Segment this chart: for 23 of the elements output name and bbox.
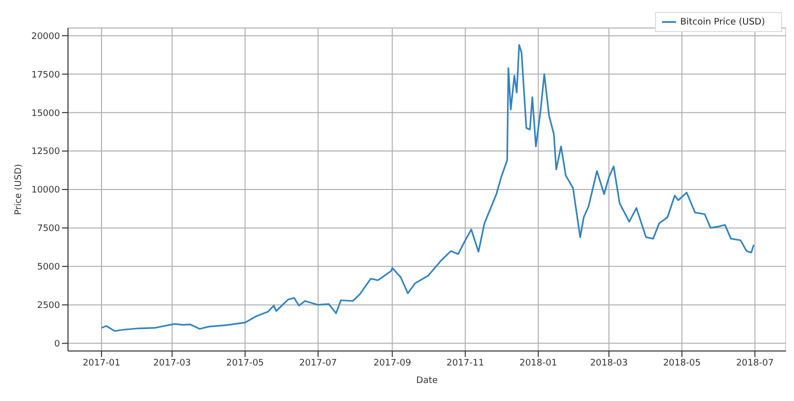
y-tick-label: 7500: [37, 224, 60, 234]
x-tick-label: 2017-09: [373, 358, 412, 368]
legend-label: Bitcoin Price (USD): [680, 17, 765, 28]
x-tick-label: 2018-05: [663, 358, 701, 368]
x-tick-label: 2017-03: [153, 358, 191, 368]
y-tick-label: 2500: [37, 301, 60, 312]
x-tick-label: 2017-11: [446, 358, 484, 368]
y-tick-label: 12500: [31, 147, 60, 158]
y-tick-label: 15000: [31, 108, 60, 119]
x-tick-label: 2018-01: [519, 358, 558, 368]
y-tick-label: 20000: [31, 32, 60, 42]
x-axis-title: Date: [416, 376, 438, 386]
y-tick-label: 5000: [37, 262, 60, 273]
x-tick-label: 2017-01: [82, 358, 120, 368]
x-tick-label: 2017-07: [299, 358, 337, 368]
line-series: [100, 44, 754, 332]
y-tick-label: 17500: [31, 70, 60, 80]
x-tick-label: 2018-03: [590, 358, 628, 368]
x-tick-label: 2018-07: [736, 358, 774, 368]
y-tick-label: 0: [54, 340, 60, 350]
y-tick-label: 10000: [31, 186, 60, 196]
x-tick-label: 2017-05: [226, 358, 264, 368]
y-axis-title: Price (USD): [14, 164, 24, 216]
